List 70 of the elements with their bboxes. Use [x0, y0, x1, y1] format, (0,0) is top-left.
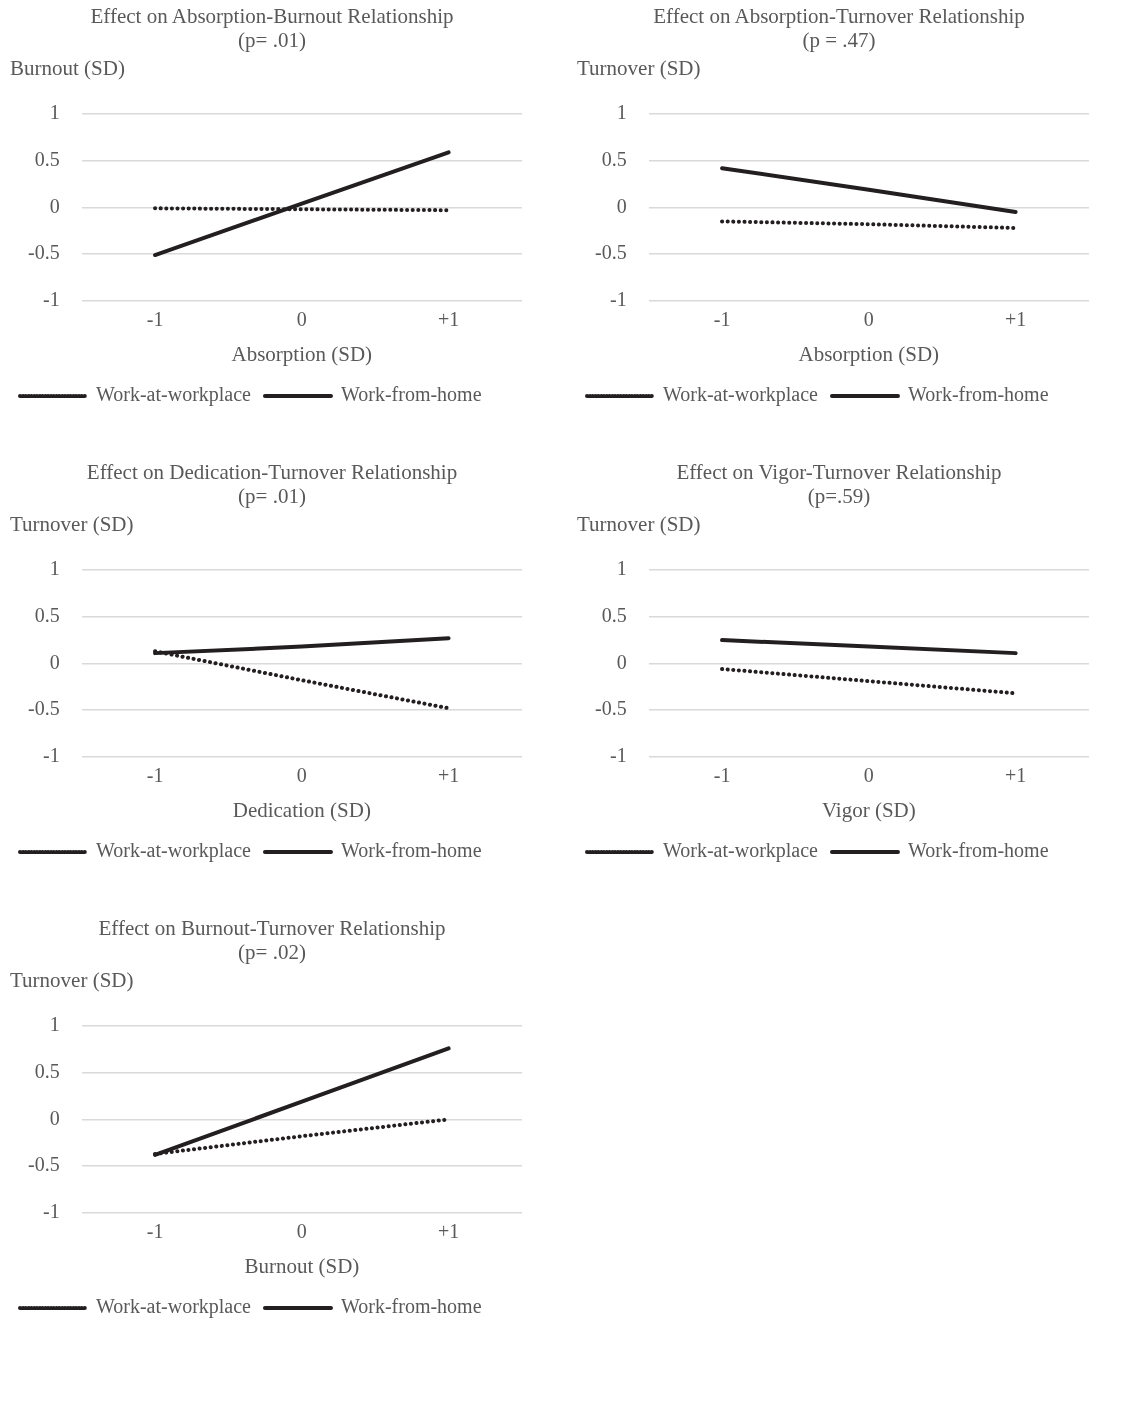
x-tick-label: 0	[863, 764, 874, 787]
y-axis-title: Turnover (SD)	[10, 512, 135, 536]
y-tick-label: -0.5	[27, 697, 60, 720]
y-tick-label: 0	[49, 650, 60, 673]
x-tick-label: -1	[146, 308, 164, 331]
x-tick-label: +1	[1004, 308, 1027, 331]
x-tick-label: +1	[437, 764, 460, 787]
legend-label: Work-at-workplace	[663, 383, 819, 407]
chart-subtitle: (p= .01)	[237, 28, 307, 52]
y-tick-label: -0.5	[27, 1153, 60, 1176]
y-tick-label: 0	[616, 194, 627, 217]
y-tick-label: -0.5	[594, 241, 627, 264]
chart-subtitle: (p = .47)	[801, 28, 877, 52]
legend-label: Work-from-home	[340, 839, 482, 862]
y-tick-label: -1	[609, 288, 627, 311]
chart-subtitle: (p=.59)	[806, 484, 872, 508]
y-tick-label: 0	[616, 650, 627, 673]
y-tick-label: -1	[609, 744, 627, 767]
x-axis-title: Absorption (SD)	[231, 341, 373, 366]
x-tick-label: 0	[296, 308, 307, 331]
y-tick-label: 0.5	[601, 147, 627, 170]
x-axis-title: Vigor (SD)	[821, 797, 916, 822]
chart-title: Effect on Vigor-Turnover Relationship	[675, 460, 1003, 484]
chart-subtitle: (p= .01)	[237, 484, 307, 508]
y-tick-label: 1	[616, 101, 627, 124]
y-tick-label: 1	[49, 101, 60, 124]
x-tick-label: +1	[437, 1220, 460, 1243]
y-tick-label: 0	[49, 1106, 60, 1129]
y-tick-label: -0.5	[27, 241, 60, 264]
legend-label: Work-at-workplace	[96, 839, 252, 863]
y-tick-label: 1	[616, 557, 627, 580]
legend-label: Work-at-workplace	[663, 839, 819, 863]
x-tick-label: -1	[146, 764, 164, 787]
x-axis-title: Absorption (SD)	[798, 341, 940, 366]
y-tick-label: -1	[42, 288, 60, 311]
y-tick-label: -1	[42, 1200, 60, 1223]
x-tick-label: -1	[713, 764, 731, 787]
x-tick-label: +1	[1004, 764, 1027, 787]
x-tick-label: +1	[437, 308, 460, 331]
legend-label: Work-at-workplace	[96, 383, 252, 407]
y-tick-label: 0	[49, 194, 60, 217]
chart-title: Effect on Dedication-Turnover Relationship	[85, 460, 459, 484]
y-axis-title: Turnover (SD)	[577, 56, 702, 80]
x-tick-label: 0	[296, 764, 307, 787]
legend-label: Work-from-home	[907, 383, 1049, 406]
y-axis-title: Turnover (SD)	[10, 968, 135, 992]
x-tick-label: -1	[146, 1220, 164, 1243]
x-axis-title: Burnout (SD)	[244, 1253, 360, 1278]
x-tick-label: 0	[296, 1220, 307, 1243]
y-axis-title: Turnover (SD)	[577, 512, 702, 536]
legend-label: Work-from-home	[340, 383, 482, 406]
y-axis-title: Burnout (SD)	[10, 56, 126, 80]
y-tick-label: 0.5	[34, 1059, 60, 1082]
x-axis-title: Dedication (SD)	[232, 797, 371, 822]
y-tick-label: 0.5	[601, 603, 627, 626]
chart-subtitle: (p= .02)	[237, 940, 307, 964]
y-tick-label: -0.5	[594, 697, 627, 720]
y-tick-label: 0.5	[34, 147, 60, 170]
legend-label: Work-at-workplace	[96, 1295, 252, 1319]
x-tick-label: -1	[713, 308, 731, 331]
chart-title: Effect on Absorption-Turnover Relationship	[652, 4, 1026, 28]
y-tick-label: 0.5	[34, 603, 60, 626]
legend-label: Work-from-home	[340, 1295, 482, 1318]
y-tick-label: -1	[42, 744, 60, 767]
x-tick-label: 0	[863, 308, 874, 331]
legend-label: Work-from-home	[907, 839, 1049, 862]
chart-title: Effect on Burnout-Turnover Relationship	[97, 916, 447, 940]
y-tick-label: 1	[49, 1013, 60, 1036]
chart-title: Effect on Absorption-Burnout Relationship	[89, 4, 455, 28]
y-tick-label: 1	[49, 557, 60, 580]
